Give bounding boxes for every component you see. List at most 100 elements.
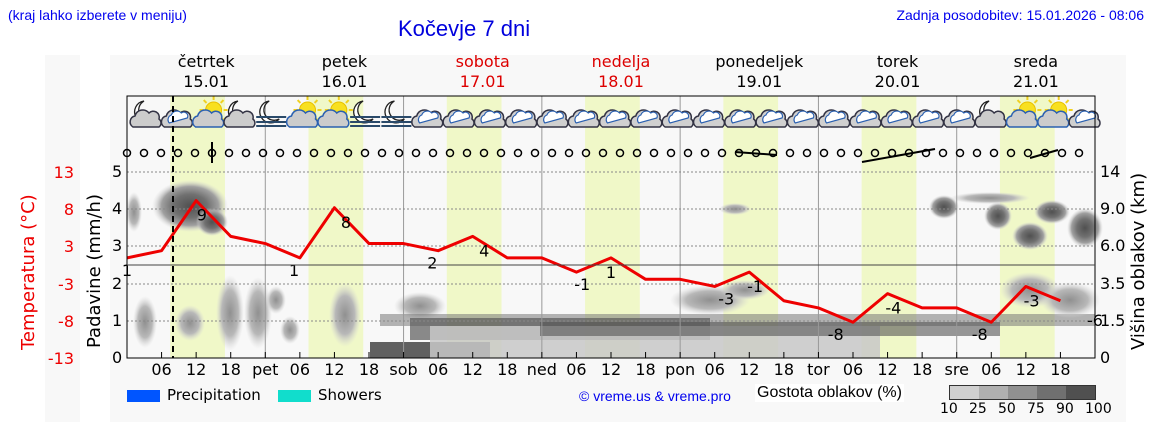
precipitation-axis-title: Padavine (mm/h) — [84, 194, 105, 348]
moon-fog-icon — [256, 100, 287, 127]
x-tick-label: 18 — [220, 360, 241, 379]
calm-wind-icon — [224, 148, 234, 158]
cloud-icon — [598, 109, 632, 128]
x-tick-label: 12 — [185, 360, 207, 379]
x-tick-label: 12 — [1015, 360, 1037, 379]
calm-wind-icon — [785, 148, 795, 158]
calm-wind-icon — [411, 148, 421, 158]
density-tick: 100 — [1085, 401, 1112, 417]
precipitation-tick: 0 — [112, 348, 123, 367]
temperature-label: -4 — [885, 299, 901, 318]
moon-cloud-icon — [129, 100, 162, 128]
calm-wind-icon — [462, 148, 472, 158]
calm-wind-icon — [292, 148, 302, 158]
sun-cloud-icon — [1037, 96, 1073, 128]
showers-legend-label: Showers — [318, 386, 382, 404]
x-tick-label: 12 — [877, 360, 898, 379]
cloud-icon — [411, 109, 444, 128]
temperature-tick: 3 — [63, 237, 74, 257]
day-name: sreda — [1013, 52, 1059, 71]
precipitation-swatch — [127, 390, 160, 402]
x-tick-label: 18 — [911, 360, 933, 379]
calm-wind-icon — [139, 148, 149, 158]
precipitation-tick: 2 — [112, 273, 123, 293]
sun-cloud-icon — [1005, 96, 1042, 128]
calm-wind-icon — [870, 148, 880, 158]
day-header: četrtek 15.01 — [136, 52, 276, 92]
x-tick-label: sre — [944, 360, 969, 379]
cloud-icon — [1068, 109, 1101, 128]
day-name: četrtek — [177, 52, 235, 71]
cloud-density-scale — [949, 385, 1096, 400]
x-tick-label: ned — [526, 360, 557, 379]
temperature-label: 4 — [479, 241, 489, 260]
calm-wind-icon — [1006, 148, 1016, 158]
x-tick-label: 06 — [151, 360, 172, 379]
x-tick-label: tor — [807, 360, 830, 379]
calm-wind-icon — [853, 148, 863, 158]
x-tick-label: 18 — [773, 360, 795, 379]
density-swatch — [1008, 386, 1037, 399]
temperature-label: 8 — [341, 213, 351, 232]
moon-cloud-icon — [974, 100, 1007, 128]
calm-wind-icon — [173, 148, 183, 158]
calm-wind-icon — [445, 148, 455, 158]
day-name: nedelja — [591, 52, 651, 71]
calm-wind-icon — [836, 148, 846, 158]
density-tick: 50 — [998, 401, 1016, 417]
calm-wind-icon — [1057, 148, 1067, 158]
calm-wind-icon — [258, 148, 268, 158]
cloud-icon — [692, 109, 726, 128]
sun-cloud-icon — [317, 96, 353, 128]
calm-wind-icon — [564, 148, 574, 158]
grid-lines — [127, 96, 1095, 358]
cloud-icon — [724, 109, 757, 128]
cloud-icon — [786, 109, 819, 128]
precipitation-tick: 3 — [112, 236, 123, 256]
cloud-icon — [943, 109, 976, 128]
copyright-link[interactable]: © vreme.us & vreme.pro — [579, 388, 731, 404]
day-date: 18.01 — [598, 72, 644, 91]
calm-wind-icon — [921, 148, 931, 158]
cloud-icon — [505, 109, 538, 128]
temperature-axis-title: Temperatura (°C) — [18, 194, 39, 350]
x-tick-label: 12 — [324, 360, 345, 379]
precipitation-tick: 4 — [112, 199, 123, 219]
day-name: petek — [321, 52, 368, 71]
cloud-icon — [567, 109, 600, 128]
temperature-label: 9 — [197, 206, 207, 225]
cloud-height-axis-title: Višina oblakov (km) — [1128, 172, 1149, 350]
cloud-icon — [442, 109, 475, 128]
moon-fog-icon — [350, 100, 381, 127]
x-tick-label: 06 — [704, 360, 725, 379]
day-header: petek 16.01 — [274, 52, 414, 92]
x-tick-label: 18 — [497, 360, 518, 379]
density-tick: 25 — [969, 401, 987, 417]
day-header: nedelja 18.01 — [551, 52, 691, 92]
temperature-label: -8 — [828, 325, 844, 344]
calm-wind-icon — [190, 148, 200, 158]
calm-wind-icon — [802, 148, 812, 158]
density-swatch — [979, 386, 1008, 399]
cloud-icon — [880, 109, 913, 128]
last-update: Zadnja posodobitev: 15.01.2026 - 08:06 — [896, 7, 1144, 23]
calm-wind-icon — [700, 148, 710, 158]
day-date: 16.01 — [321, 72, 368, 91]
x-tick-label: 06 — [427, 360, 449, 379]
page-title: Kočevje 7 dni — [398, 16, 531, 41]
calm-wind-icon — [1023, 148, 1033, 158]
temperature-tick: -3 — [58, 274, 74, 294]
calm-wind-icon — [666, 148, 676, 158]
x-tick-label: 18 — [635, 360, 656, 379]
temperature-tick: -8 — [58, 311, 74, 331]
day-name: ponedeljek — [715, 52, 804, 71]
cloud-icon — [818, 109, 851, 128]
calm-wind-icon — [972, 148, 982, 158]
density-tick: 10 — [940, 401, 958, 417]
calm-wind-icon — [598, 148, 608, 158]
day-header: sobota 17.01 — [413, 52, 553, 92]
x-tick-label: 06 — [289, 360, 311, 379]
day-name: sobota — [455, 52, 510, 71]
temperature-label: -8 — [972, 325, 988, 344]
